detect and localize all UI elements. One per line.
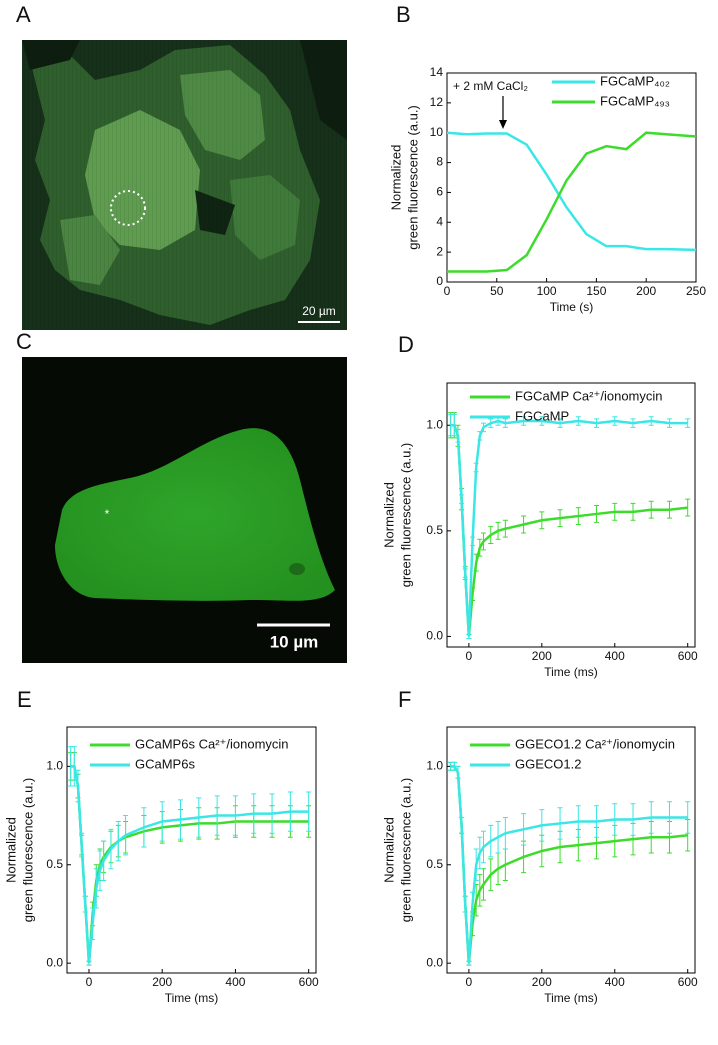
plot-frame — [446, 72, 697, 283]
y-tick-label: 12 — [430, 95, 444, 109]
legend-label: GGECO1.2 — [515, 756, 581, 771]
y-axis-label: Normalized — [388, 145, 403, 211]
y-tick-label: 0.0 — [46, 955, 63, 969]
x-tick-label: 200 — [152, 975, 172, 989]
x-tick-label: 250 — [686, 284, 706, 298]
panel-label: E — [17, 687, 32, 712]
legend-label: FGCaMP₄₉₃ — [600, 93, 670, 108]
panel-label: B — [396, 2, 411, 27]
x-tick-label: 100 — [537, 284, 557, 298]
y-tick-label: 0.5 — [426, 857, 443, 871]
x-tick-label: 600 — [678, 649, 698, 663]
y-axis-label: Normalized — [3, 817, 18, 883]
y-tick-label: 10 — [430, 125, 444, 139]
y-tick-label: 0.0 — [426, 955, 443, 969]
y-tick-label: 0.0 — [426, 629, 443, 643]
panel-label: D — [398, 332, 414, 357]
panel-label: C — [16, 329, 32, 354]
series-line — [450, 423, 688, 637]
y-axis-label: green fluorescence (a.u.) — [405, 105, 420, 250]
series-line — [450, 419, 688, 637]
x-tick-label: 50 — [490, 284, 504, 298]
x-tick-label: 0 — [466, 975, 473, 989]
marker: * — [105, 507, 110, 521]
plot-frame — [446, 726, 696, 974]
legend-label: GGECO1.2 Ca²⁺/ionomycin — [515, 736, 675, 751]
annotation: + 2 mM CaCl₂ — [453, 79, 528, 93]
x-tick-label: 150 — [586, 284, 606, 298]
error-bar — [685, 801, 691, 834]
x-axis-label: Time (ms) — [165, 991, 219, 1005]
x-axis-label: Time (ms) — [544, 991, 598, 1005]
y-tick-label: 1.0 — [426, 417, 443, 431]
x-tick-label: 200 — [532, 649, 552, 663]
y-tick-label: 0.5 — [46, 857, 63, 871]
x-tick-label: 600 — [678, 975, 698, 989]
y-tick-label: 1.0 — [46, 759, 63, 773]
x-axis-label: Time (ms) — [544, 665, 598, 679]
y-tick-label: 4 — [436, 214, 443, 228]
x-tick-label: 200 — [636, 284, 656, 298]
x-tick-label: 0 — [444, 284, 451, 298]
x-tick-label: 0 — [86, 975, 93, 989]
series-line — [70, 765, 309, 964]
y-tick-label: 14 — [430, 65, 444, 79]
legend-label: FGCaMP Ca²⁺/ionomycin — [515, 388, 663, 403]
legend-label: FGCaMP — [515, 408, 569, 423]
x-tick-label: 200 — [532, 975, 552, 989]
y-tick-label: 2 — [436, 244, 443, 258]
series-line — [450, 765, 688, 964]
micrograph-a — [22, 40, 347, 330]
y-axis-label: Normalized — [381, 817, 396, 883]
y-axis-label: Normalized — [381, 482, 396, 548]
x-tick-label: 400 — [225, 975, 245, 989]
error-bar — [685, 418, 691, 428]
plot-frame — [66, 726, 317, 974]
legend-label: FGCaMP₄₀₂ — [600, 73, 670, 88]
legend-label: GCaMP6s — [135, 756, 195, 771]
y-axis-label: green fluorescence (a.u.) — [20, 778, 35, 923]
error-bar — [685, 498, 691, 517]
y-tick-label: 6 — [436, 185, 443, 199]
y-axis-label: green fluorescence (a.u.) — [398, 443, 413, 588]
plot-frame — [446, 382, 696, 648]
scale-bar-label: 10 µm — [270, 632, 319, 651]
x-tick-label: 0 — [466, 649, 473, 663]
x-tick-label: 400 — [605, 649, 625, 663]
y-tick-label: 8 — [436, 155, 443, 169]
arrow-head — [499, 120, 507, 129]
y-axis-label: green fluorescence (a.u.) — [398, 778, 413, 923]
y-tick-label: 0.5 — [426, 523, 443, 537]
series-line — [446, 131, 697, 252]
x-tick-label: 600 — [299, 975, 319, 989]
panel-label: F — [398, 687, 411, 712]
series-line — [450, 765, 688, 964]
legend-label: GCaMP6s Ca²⁺/ionomycin — [135, 736, 289, 751]
series-line — [447, 131, 697, 273]
series-line — [70, 765, 309, 964]
panel-label: A — [16, 2, 31, 27]
x-tick-label: 400 — [605, 975, 625, 989]
scale-bar-label: 20 µm — [302, 304, 336, 318]
y-tick-label: 0 — [436, 274, 443, 288]
y-tick-label: 1.0 — [426, 759, 443, 773]
micrograph-c — [22, 357, 347, 663]
x-axis-label: Time (s) — [550, 300, 594, 314]
